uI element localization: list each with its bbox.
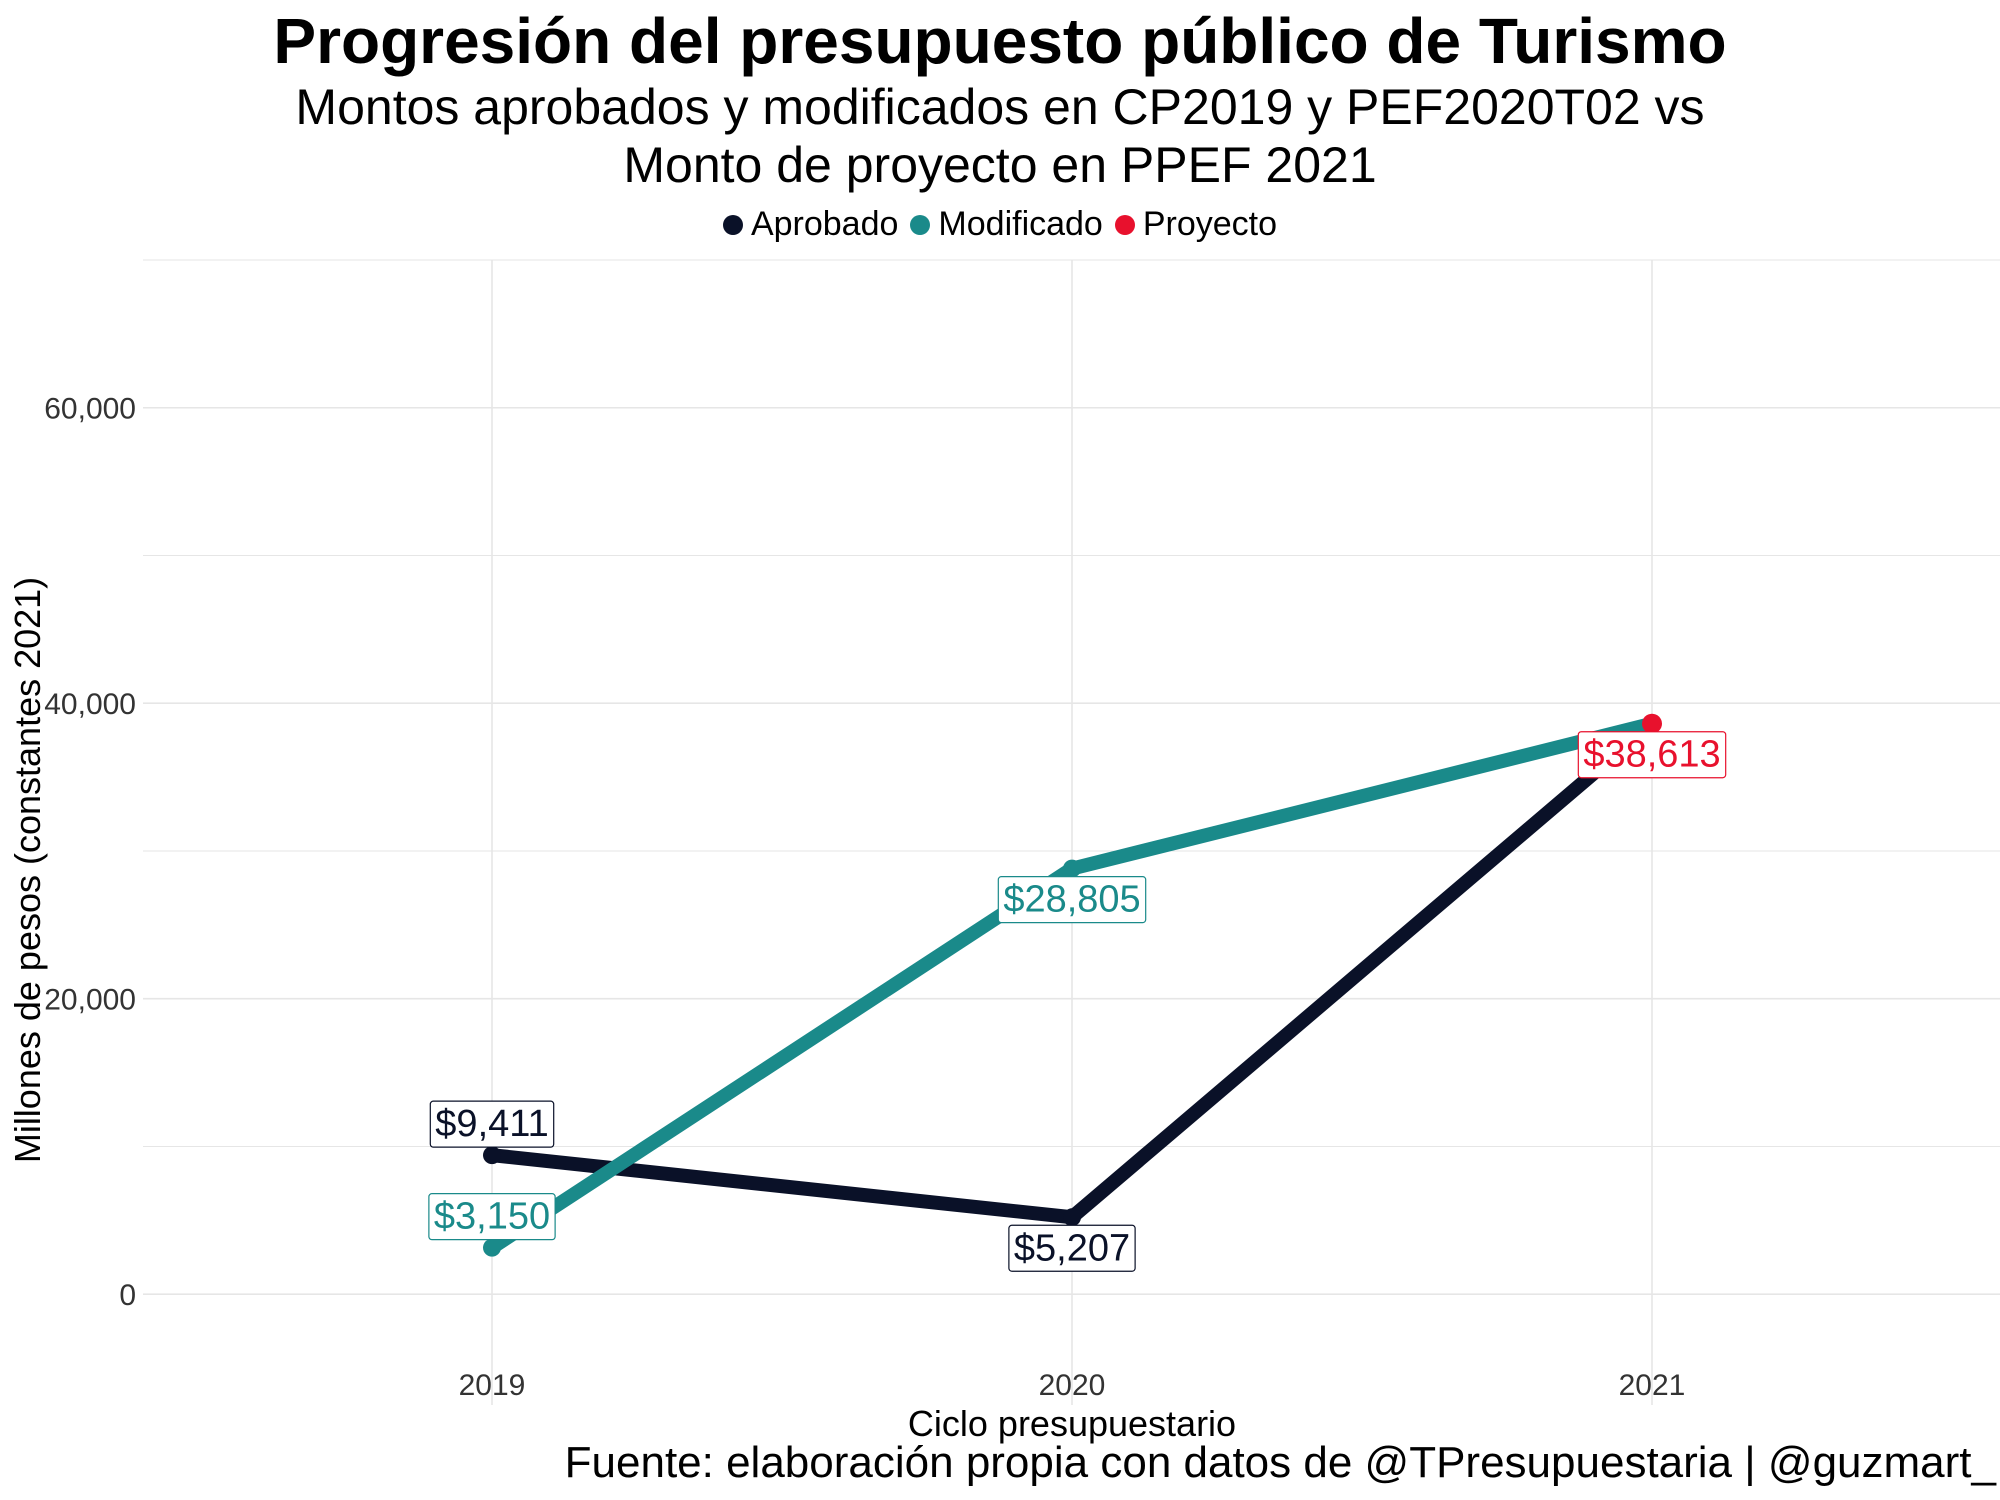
x-axis-ticks: 2019 2020 2021: [459, 1369, 1686, 1402]
legend-label-modificado: Modificado: [938, 205, 1103, 243]
data-point-aprobado: [483, 1146, 501, 1165]
y-tick-label: 60,000: [44, 393, 136, 426]
data-label: $28,805: [997, 876, 1147, 924]
legend-item-proyecto: Proyecto: [1114, 205, 1278, 244]
chart-subtitle-line-2: Monto de proyecto en PPEF 2021: [623, 137, 1377, 193]
data-label: $5,207: [1008, 1224, 1136, 1272]
grid-lines: [143, 259, 2000, 1405]
legend-item-modificado: Modificado: [910, 205, 1103, 244]
y-axis-title: Millones de pesos (constantes 2021): [7, 577, 48, 1163]
y-tick-label: 0: [119, 1279, 136, 1312]
y-axis-ticks: 0 20,000 40,000 60,000: [44, 393, 136, 1312]
x-tick-label: 2021: [1619, 1369, 1686, 1402]
chart-title: Progresión del presupuesto público de Tu…: [273, 5, 1727, 77]
data-labels: $9,411 $3,150 $5,207 $28,805 $38,613: [428, 731, 1727, 1272]
data-label-text: $38,613: [1583, 734, 1720, 776]
data-point-modificado: [1063, 859, 1081, 878]
y-tick-label: 20,000: [44, 984, 136, 1017]
data-point-proyecto: [1642, 713, 1662, 734]
data-point-modificado: [483, 1238, 501, 1257]
data-label-text: $9,411: [435, 1103, 548, 1145]
data-label: $3,150: [428, 1193, 556, 1241]
legend-key-proyecto: [1114, 214, 1135, 235]
data-label: $9,411: [429, 1100, 555, 1148]
data-label-box: [997, 876, 1147, 924]
data-point-aprobado: [1063, 1208, 1081, 1227]
x-tick-label: 2019: [459, 1369, 526, 1402]
legend-label-aprobado: Aprobado: [750, 205, 899, 243]
data-points: [483, 713, 1662, 1257]
chart-caption: Fuente: elaboración propia con datos de …: [564, 1438, 1996, 1487]
data-label: $38,613: [1577, 731, 1727, 779]
legend: Aprobado Modificado Proyecto: [0, 205, 2000, 244]
data-label-box: [428, 1193, 556, 1241]
legend-key-aprobado: [722, 214, 743, 235]
data-label-text: $5,207: [1014, 1227, 1130, 1269]
x-tick-label: 2020: [1039, 1369, 1106, 1402]
data-label-box: [429, 1100, 555, 1148]
data-label-box: [1008, 1224, 1136, 1272]
chart-subtitle-line-1: Montos aprobados y modificados en CP2019…: [295, 79, 1705, 135]
legend-item-aprobado: Aprobado: [722, 205, 899, 244]
legend-key-modificado: [910, 214, 931, 235]
y-tick-label: 40,000: [44, 688, 136, 721]
legend-label-proyecto: Proyecto: [1142, 205, 1278, 243]
x-axis-title: Ciclo presupuestario: [908, 1403, 1236, 1444]
data-label-text: $3,150: [434, 1196, 550, 1238]
data-label-text: $28,805: [1003, 879, 1140, 921]
data-label-box: [1577, 731, 1727, 779]
